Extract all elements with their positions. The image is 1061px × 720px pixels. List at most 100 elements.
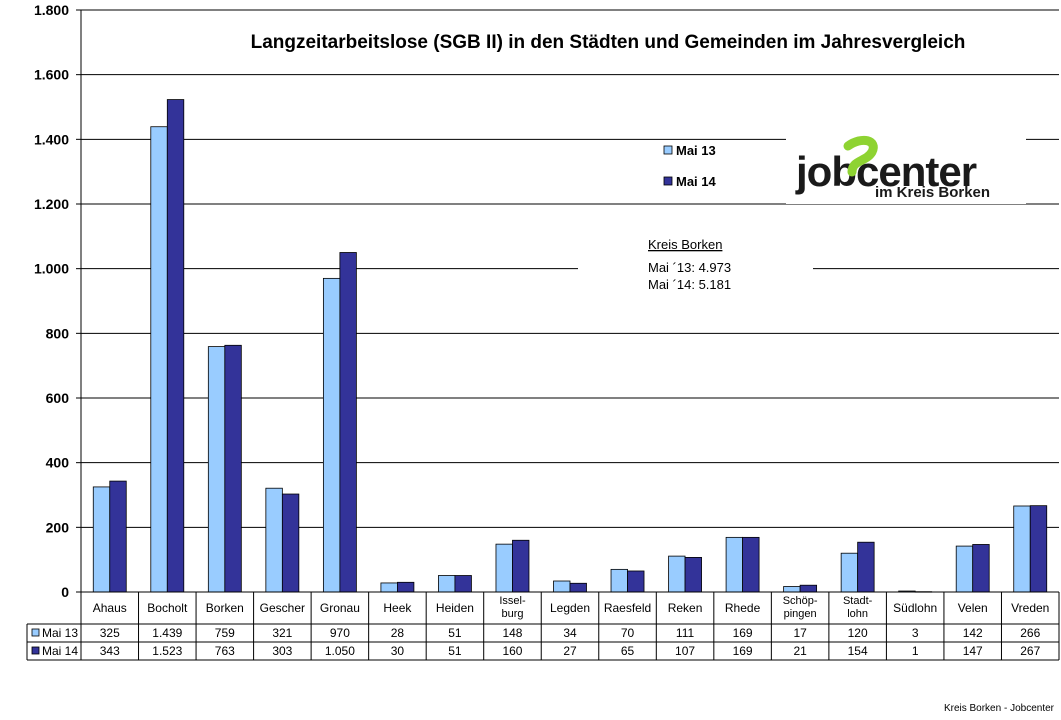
y-tick-label: 0 xyxy=(61,584,69,600)
table-legend-swatch xyxy=(31,646,40,655)
bar xyxy=(495,543,513,593)
y-tick-label: 400 xyxy=(46,455,70,471)
legend-swatch xyxy=(663,176,673,186)
bar xyxy=(725,536,743,593)
data-label: 759 xyxy=(215,626,235,640)
data-label: 763 xyxy=(215,644,235,658)
bar xyxy=(742,536,760,593)
data-label: 266 xyxy=(1020,626,1040,640)
x-tick-label: Gescher xyxy=(260,601,305,615)
bar xyxy=(322,277,341,593)
bar xyxy=(569,582,587,593)
footer-text: Kreis Borken - Jobcenter xyxy=(944,703,1055,714)
data-label: 325 xyxy=(100,626,120,640)
bar xyxy=(783,586,801,593)
x-tick-label: Schöp- xyxy=(783,595,818,607)
x-tick-label: Südlohn xyxy=(893,601,937,615)
bar xyxy=(109,480,127,593)
bar xyxy=(281,493,300,593)
legend-label: Mai 13 xyxy=(676,143,716,158)
data-label: 1 xyxy=(912,644,919,658)
bar xyxy=(668,555,686,593)
data-label: 3 xyxy=(912,626,919,640)
data-label: 70 xyxy=(621,626,635,640)
logo-swoosh xyxy=(843,135,878,177)
y-tick-label: 600 xyxy=(46,390,70,406)
x-tick-label: Gronau xyxy=(320,601,360,615)
data-label: 147 xyxy=(963,644,983,658)
bar xyxy=(627,570,645,593)
x-tick-label: Raesfeld xyxy=(604,601,651,615)
data-label: 160 xyxy=(502,644,522,658)
bar xyxy=(150,126,168,593)
x-tick-label: Heek xyxy=(383,601,412,615)
bar xyxy=(610,568,628,593)
y-tick-label: 1.600 xyxy=(34,67,69,83)
bar xyxy=(224,344,242,593)
table-series-label: Mai 13 xyxy=(42,626,78,640)
bar xyxy=(553,580,571,593)
data-label: 65 xyxy=(621,644,635,658)
bar xyxy=(92,486,111,593)
bar xyxy=(207,346,226,593)
data-label: 970 xyxy=(330,626,350,640)
annotation-background xyxy=(578,230,813,300)
data-label: 148 xyxy=(502,626,522,640)
data-label: 27 xyxy=(563,644,577,658)
data-label: 321 xyxy=(272,626,292,640)
data-label: 267 xyxy=(1020,644,1040,658)
x-tick-label: Vreden xyxy=(1011,601,1049,615)
bar xyxy=(1029,505,1048,593)
grid-lines xyxy=(81,9,1059,528)
x-tick-label: Legden xyxy=(550,601,590,615)
legend-label: Mai 14 xyxy=(676,174,717,189)
bar xyxy=(454,575,472,593)
table-series-label: Mai 14 xyxy=(42,644,78,658)
bar xyxy=(438,575,456,593)
annotation-line: Mai ´13: 4.973 xyxy=(648,260,731,275)
bar xyxy=(166,99,185,593)
x-tick-label: Ahaus xyxy=(93,601,127,615)
x-tick-label: Stadt- xyxy=(843,595,873,607)
bar xyxy=(684,557,702,593)
x-tick-label: Rhede xyxy=(725,601,761,615)
x-tick-label: Reken xyxy=(668,601,703,615)
y-tick-label: 1.800 xyxy=(34,2,69,18)
bar xyxy=(972,544,990,593)
annotation: Kreis Borken Mai ´13: 4.973 Mai ´14: 5.1… xyxy=(578,230,813,300)
data-label: 343 xyxy=(100,644,120,658)
bar xyxy=(1013,505,1031,593)
data-label: 1.439 xyxy=(152,626,182,640)
legend-swatch xyxy=(663,145,673,155)
data-label: 17 xyxy=(793,626,807,640)
data-label: 169 xyxy=(733,626,753,640)
data-label: 111 xyxy=(676,626,695,640)
data-label: 107 xyxy=(675,644,695,658)
x-tick-label: Issel- xyxy=(499,595,526,607)
data-label: 169 xyxy=(733,644,753,658)
bar xyxy=(397,581,415,593)
x-tick-label: Heiden xyxy=(436,601,474,615)
y-tick-label: 1.400 xyxy=(34,131,69,147)
bar xyxy=(380,582,398,593)
bar xyxy=(857,541,875,593)
data-label: 303 xyxy=(272,644,292,658)
data-label: 51 xyxy=(448,626,462,640)
bar xyxy=(840,552,859,593)
data-label: 142 xyxy=(963,626,983,640)
logo-text: jobcenter xyxy=(795,148,977,195)
bar xyxy=(339,252,357,593)
x-tick-label: burg xyxy=(501,608,523,620)
data-label: 1.523 xyxy=(152,644,182,658)
jobcenter-logo: jobcenter im Kreis Borken xyxy=(786,135,1026,204)
data-label: 120 xyxy=(848,626,868,640)
data-label: 21 xyxy=(793,644,807,658)
bar xyxy=(265,487,283,593)
bar xyxy=(512,539,530,593)
data-label: 34 xyxy=(563,626,577,640)
x-tick-label: pingen xyxy=(784,608,817,620)
x-tick-label: lohn xyxy=(847,608,868,620)
bars xyxy=(92,99,1048,593)
data-label: 28 xyxy=(391,626,405,640)
